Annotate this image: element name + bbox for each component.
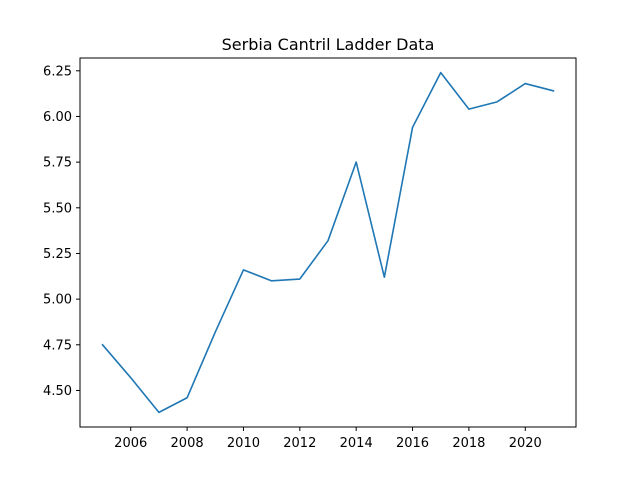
x-tick-label: 2010 — [227, 436, 260, 451]
y-tick-label: 5.75 — [43, 156, 72, 171]
x-tick-label: 2016 — [396, 436, 429, 451]
x-tick-label: 2006 — [114, 436, 147, 451]
y-tick-label: 5.25 — [43, 247, 72, 262]
y-tick-label: 4.75 — [43, 338, 72, 353]
x-tick-label: 2020 — [509, 436, 542, 451]
y-tick-label: 6.00 — [43, 110, 72, 125]
y-tick-label: 4.50 — [43, 384, 72, 399]
plot-area-frame — [79, 57, 577, 428]
y-tick-label: 5.50 — [43, 201, 72, 216]
x-tick-label: 2014 — [340, 436, 373, 451]
x-tick-label: 2012 — [283, 436, 316, 451]
x-tick-label: 2008 — [171, 436, 204, 451]
chart-title: Serbia Cantril Ladder Data — [222, 35, 435, 54]
x-axis-ticks: 2006 2008 2010 2012 2014 2016 2018 2020 — [114, 427, 542, 451]
x-tick-label: 2018 — [452, 436, 485, 451]
series-layer — [101, 71, 555, 414]
y-tick-label: 6.25 — [43, 64, 72, 79]
series-line — [101, 71, 555, 414]
y-tick-label: 5.00 — [43, 293, 72, 308]
y-axis-ticks: 4.50 4.75 5.00 5.25 5.50 5.75 6.00 6.25 — [43, 64, 80, 399]
